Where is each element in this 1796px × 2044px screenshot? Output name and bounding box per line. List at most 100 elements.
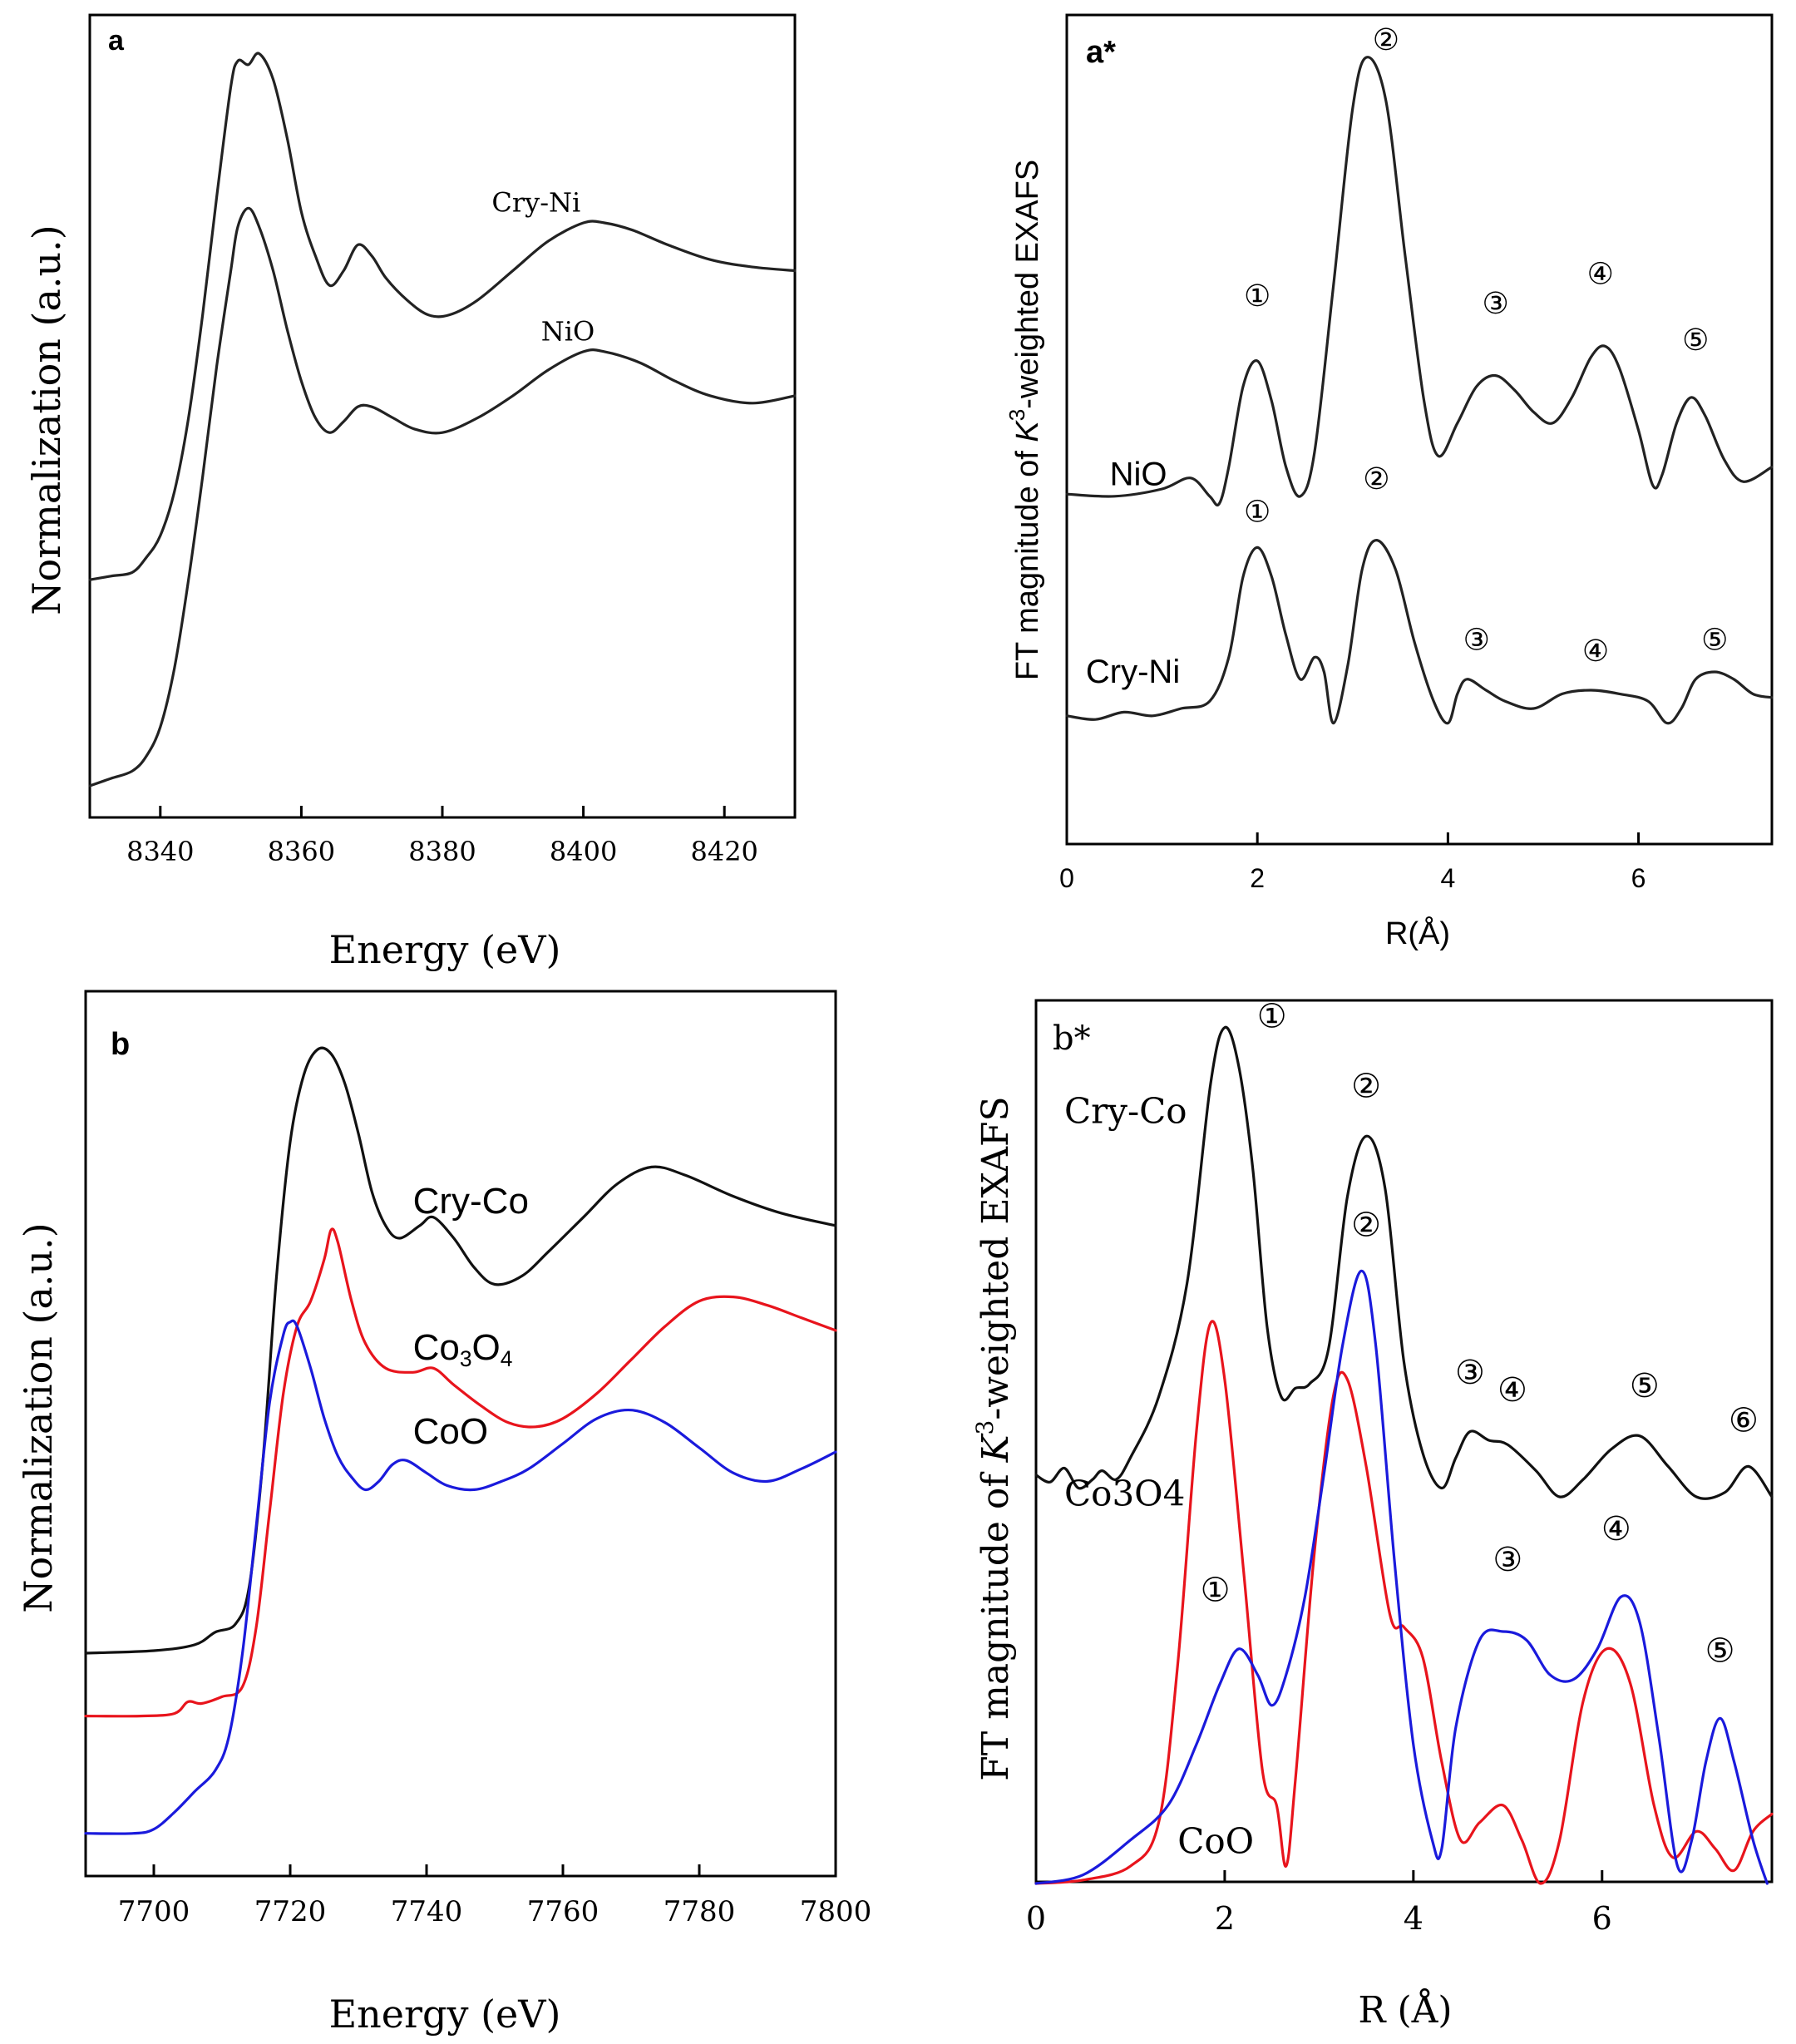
- panel-a-x-ticks: 8340 8360 8380 8400 8420: [126, 806, 758, 867]
- peak-marker: ④: [1497, 1371, 1527, 1410]
- panel-b-label: b: [111, 1027, 130, 1062]
- x-tick-label: 7720: [254, 1895, 327, 1928]
- panel-a-star-ylabel: FT magnitude of K3-weighted EXAFS: [1004, 160, 1045, 680]
- panel-a-annotations: Cry-Ni NiO: [491, 187, 595, 348]
- panel-a-star-ylabel-k: K: [1010, 420, 1045, 442]
- panel-a-star-ylabel-sup: 3: [1004, 409, 1029, 421]
- x-tick-label: 2: [1215, 1900, 1235, 1937]
- series-label: CoO: [1177, 1820, 1254, 1861]
- panel-b-star-ylabel-prefix: FT magnitude of: [974, 1462, 1017, 1780]
- peak-marker: ⑤: [1701, 624, 1728, 658]
- curve-annotation: Cry-Co: [413, 1181, 529, 1222]
- panel-a-star-ylabel-suffix: -weighted EXAFS: [1010, 160, 1045, 409]
- curve-annotation: Co3O4: [413, 1327, 513, 1371]
- x-tick-label: 0: [1059, 863, 1074, 893]
- panel-a-star-ylabel-prefix: FT magnitude of: [1010, 442, 1045, 681]
- x-tick-label: 4: [1404, 1900, 1423, 1937]
- panel-b-star-series-labels: Cry-Co Co3O4 CoO: [1064, 1091, 1254, 1862]
- peak-marker: ③: [1483, 287, 1509, 321]
- panel-a-ylabel: Normalization (a.u.): [24, 225, 69, 615]
- peak-marker: ④: [1587, 258, 1614, 292]
- panel-b-ylabel: Normalization (a.u.): [16, 1222, 61, 1612]
- panel-a-label: a: [108, 25, 125, 57]
- peak-marker: ⑥: [1729, 1402, 1759, 1440]
- series-label: Cry-Co: [1064, 1091, 1187, 1132]
- x-tick-label: 7740: [391, 1895, 463, 1928]
- panel-b-star-ylabel: FT magnitude of K3-weighted EXAFS: [971, 1096, 1017, 1780]
- x-tick-label: 7800: [800, 1895, 872, 1928]
- peak-marker: ⑤: [1682, 323, 1709, 358]
- curve-annotation: NiO: [541, 316, 595, 348]
- peak-marker: ②: [1351, 1206, 1381, 1244]
- x-tick-label: 8420: [690, 836, 757, 867]
- series-line-coo: [84, 1319, 837, 1835]
- panel-a-curves: [88, 52, 797, 787]
- panel-a: a 8340 8360 8380 8400 8420 Cry-Ni NiO Energy …: [24, 13, 797, 972]
- panel-b-x-ticks: 7700 7720 7740 7760 7780 7800: [118, 1864, 872, 1928]
- peak-marker: ②: [1363, 462, 1389, 496]
- peak-marker: ⑤: [1705, 1632, 1735, 1671]
- panel-b-star-x-ticks: 0 2 4 6: [1026, 1870, 1612, 1937]
- peak-marker: ③: [1463, 624, 1490, 658]
- x-tick-label: 6: [1592, 1900, 1612, 1937]
- x-tick-label: 7700: [118, 1895, 190, 1928]
- series-label: Co3O4: [1064, 1473, 1185, 1513]
- panel-b-annotations: Cry-Co Co3O4 CoO: [413, 1181, 529, 1452]
- curve-annotation: Cry-Ni: [491, 187, 580, 219]
- series-line-cry-co: [1034, 1025, 1774, 1500]
- panel-a-star-label: a*: [1086, 35, 1116, 70]
- peak-marker: ①: [1244, 496, 1271, 530]
- peak-marker: ④: [1601, 1510, 1631, 1548]
- series-line-cry-ni: [1065, 539, 1774, 725]
- peak-marker: ③: [1493, 1541, 1522, 1579]
- series-line-co3o4: [1034, 1320, 1774, 1885]
- panel-a-star-xlabel: R(Å): [1385, 915, 1450, 951]
- panel-b-star-ylabel-k: K: [974, 1433, 1017, 1463]
- peak-marker: ②: [1351, 1067, 1381, 1105]
- peak-marker: ⑤: [1630, 1367, 1660, 1405]
- peak-marker: ③: [1455, 1354, 1485, 1392]
- panel-b-star-ylabel-sup: 3: [971, 1420, 999, 1435]
- panel-b-star-curves: [1034, 1025, 1774, 1885]
- x-tick-label: 6: [1631, 863, 1646, 893]
- x-tick-label: 4: [1440, 863, 1455, 893]
- panel-a-star-series-labels: NiO Cry-Ni: [1086, 457, 1180, 691]
- panel-b-xlabel: Energy (eV): [329, 1992, 561, 2037]
- x-tick-label: 7760: [527, 1895, 599, 1928]
- series-label: NiO: [1110, 457, 1167, 493]
- panel-a-star-curves: [1065, 56, 1774, 725]
- panel-a-star: a* 0 2 4 6 NiO Cry-Ni ① ② ③ ④ ⑤ ① ② ③ ④ ⑤ R(Å) FT mag…: [1004, 13, 1774, 951]
- series-label: Cry-Ni: [1086, 654, 1180, 690]
- panel-a-star-x-ticks: 0 2 4 6: [1059, 832, 1646, 893]
- series-line-nio: [88, 206, 797, 787]
- series-line-cry-ni: [88, 52, 797, 581]
- peak-marker: ④: [1582, 634, 1609, 669]
- panel-b-star-ylabel-suffix: -weighted EXAFS: [974, 1096, 1017, 1419]
- series-line-co3o4: [84, 1227, 837, 1718]
- curve-annotation: CoO: [413, 1411, 488, 1452]
- panel-a-xlabel: Energy (eV): [329, 927, 561, 972]
- peak-marker: ②: [1373, 23, 1399, 57]
- x-tick-label: 2: [1250, 863, 1265, 893]
- panel-b-star-label: b*: [1053, 1020, 1091, 1058]
- panel-b: b 7700 7720 7740 7760 7780 7800 Cry-Co Co3O4 Co…: [16, 990, 872, 2037]
- x-tick-label: 8340: [126, 836, 194, 867]
- panel-a-star-frame: [1065, 13, 1774, 846]
- x-tick-label: 8380: [408, 836, 476, 867]
- x-tick-label: 8400: [550, 836, 617, 867]
- panel-b-frame: [84, 990, 837, 1878]
- panel-b-star-frame: [1034, 999, 1774, 1884]
- x-tick-label: 0: [1026, 1900, 1046, 1937]
- x-tick-label: 8360: [268, 836, 335, 867]
- x-tick-label: 7780: [664, 1895, 736, 1928]
- panel-b-star-xlabel: R (Å): [1358, 1987, 1452, 2032]
- series-line-coo: [1034, 1269, 1769, 1885]
- series-line-nio: [1065, 56, 1774, 507]
- peak-marker: ①: [1201, 1571, 1231, 1609]
- peak-marker: ①: [1244, 279, 1271, 314]
- panel-b-curves: [84, 1046, 837, 1835]
- peak-marker: ①: [1257, 998, 1287, 1036]
